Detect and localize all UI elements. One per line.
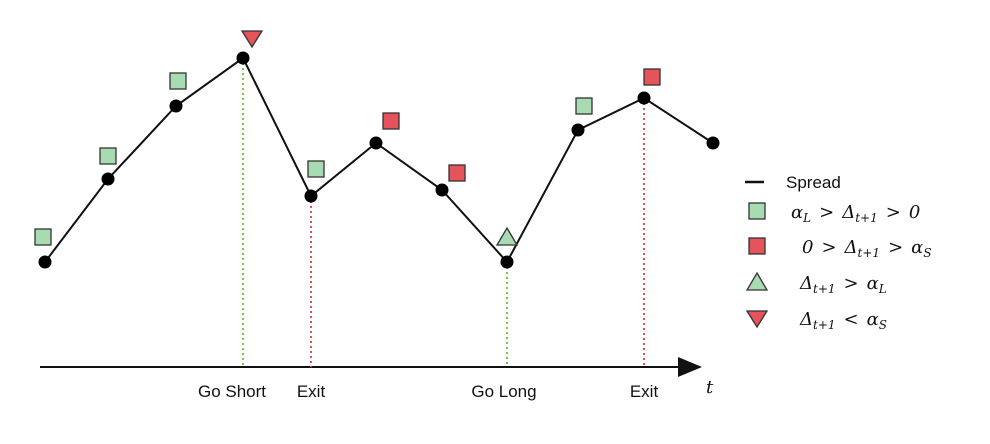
spread-point (435, 183, 449, 197)
legend-red-square-label: 0 > Δt+1 > αS (802, 237, 932, 260)
event-label-go-short: Go Short (198, 382, 266, 401)
spread-point (500, 255, 514, 269)
legend: Spread αL > Δt+1 >0 0 > Δt+1 > αS Δt+1 > αL Δt+1 <… (745, 173, 932, 332)
legend-red-triangle-swatch (745, 310, 769, 329)
legend-red-square-swatch (748, 237, 766, 255)
legend-green-triangle-swatch (745, 271, 769, 291)
red-square-marker (643, 68, 661, 86)
spread-line (44, 56, 714, 264)
red-square-marker (448, 164, 466, 182)
green-square-marker (169, 72, 187, 90)
spread-point (236, 51, 250, 65)
red-square-marker (382, 112, 400, 130)
legend-green-square-label: αL > Δt+1 >0 (791, 202, 920, 225)
green-triangle-up-marker (495, 226, 519, 246)
event-label-go-long: Go Long (471, 382, 536, 401)
spread-point (38, 255, 52, 269)
event-label-exit-1: Exit (297, 382, 326, 401)
legend-green-square-swatch (748, 202, 766, 220)
spread-point (637, 91, 651, 105)
green-square-marker (99, 147, 117, 165)
green-square-marker (34, 228, 52, 246)
spread-point (571, 123, 585, 137)
green-square-marker (307, 160, 325, 178)
red-triangle-down-marker (240, 30, 264, 49)
spread-point (169, 99, 183, 113)
event-label-exit-2: Exit (630, 382, 659, 401)
spread-markers (34, 30, 661, 246)
legend-red-triangle-label: Δt+1 < αS (799, 309, 887, 332)
legend-green-triangle-label: Δt+1 > αL (799, 273, 887, 296)
time-axis-label: t (706, 377, 714, 398)
spread-point (304, 189, 318, 203)
spread-point (706, 136, 720, 150)
spread-points (38, 51, 720, 269)
spread-point (369, 136, 383, 150)
spread-point (101, 172, 115, 186)
green-square-marker (575, 97, 593, 115)
legend-spread-label: Spread (786, 173, 841, 192)
